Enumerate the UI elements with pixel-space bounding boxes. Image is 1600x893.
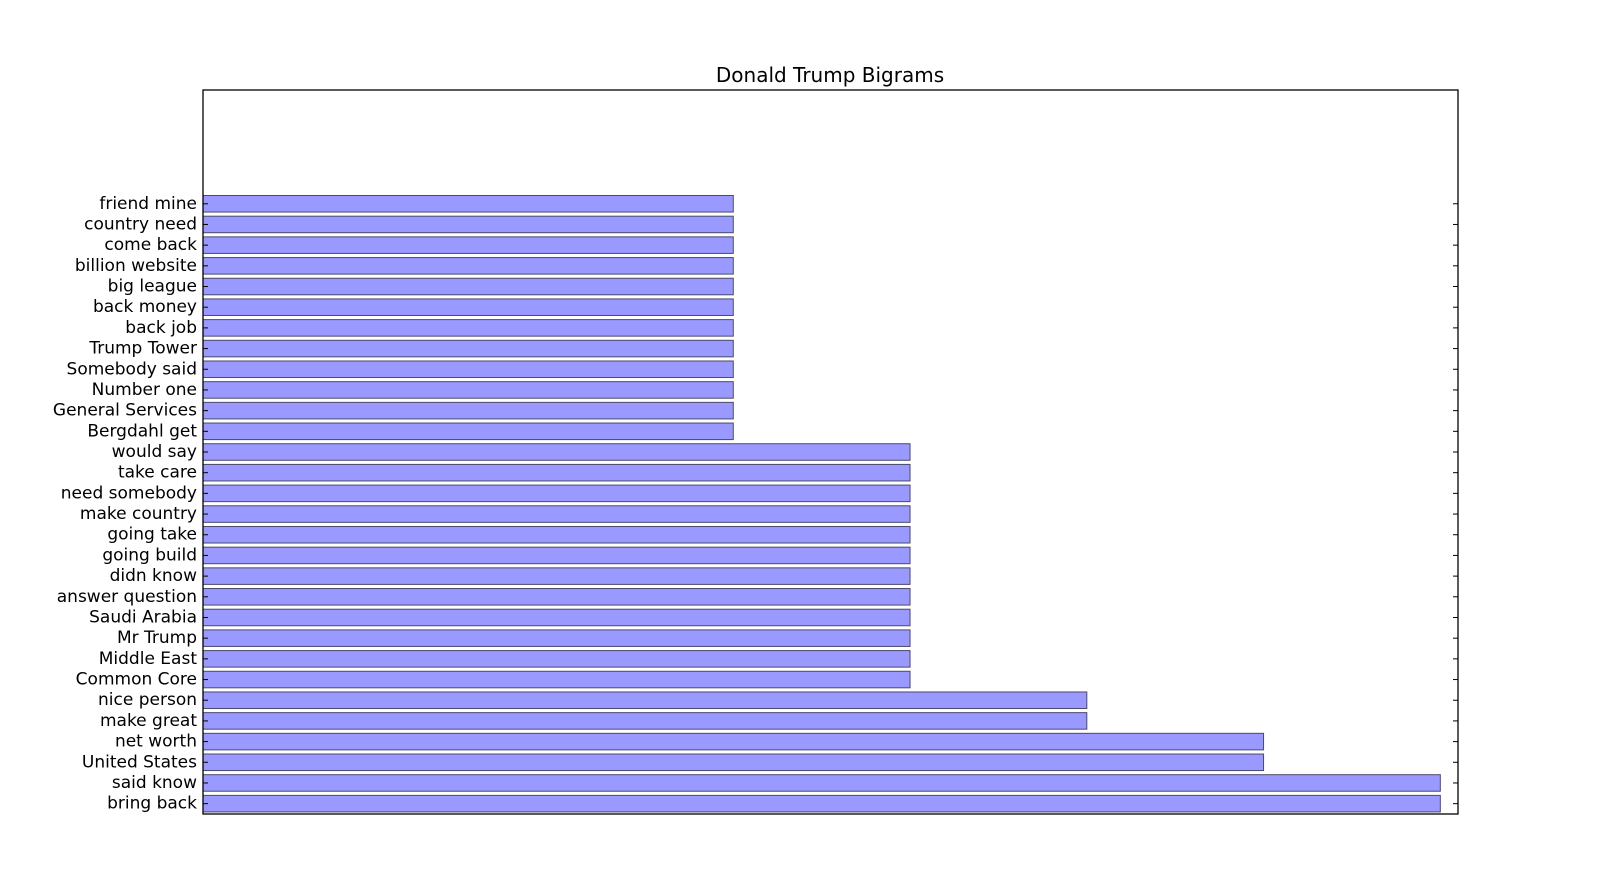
bar — [202, 608, 911, 627]
y-tick-label: Trump Tower — [88, 339, 197, 359]
y-tick-label: said know — [112, 773, 197, 793]
y-tick-label: friend mine — [99, 194, 197, 214]
bar — [202, 525, 911, 544]
bar — [202, 505, 911, 523]
y-tick-label: back money — [93, 297, 197, 317]
y-tick-label: Number one — [92, 380, 197, 400]
y-tick-label: going take — [107, 525, 197, 545]
bar — [202, 546, 911, 565]
bar — [202, 794, 1441, 813]
y-tick-label: make country — [80, 504, 197, 524]
y-axis-ticks — [203, 203, 1458, 805]
y-tick-label: need somebody — [61, 483, 197, 503]
y-tick-label: bring back — [107, 794, 197, 814]
bar — [202, 360, 734, 379]
y-tick-label: Common Core — [76, 670, 197, 690]
y-tick-label: back job — [125, 318, 197, 338]
y-tick-label: make great — [100, 711, 197, 731]
bar — [202, 567, 911, 585]
bar — [202, 463, 911, 482]
y-tick-label: Somebody said — [67, 359, 197, 379]
bar — [202, 691, 1088, 710]
bar — [202, 774, 1441, 792]
bar — [202, 629, 911, 647]
bar — [202, 732, 1265, 751]
bar — [202, 339, 734, 358]
bar — [202, 277, 734, 296]
y-tick-label: General Services — [53, 401, 197, 421]
plot-frame — [202, 89, 1459, 815]
bar — [202, 236, 734, 254]
bar — [202, 588, 911, 606]
y-tick-label: Saudi Arabia — [89, 607, 197, 627]
bar — [202, 215, 734, 234]
y-tick-label: Bergdahl get — [87, 421, 197, 441]
y-tick-label: take care — [118, 463, 197, 483]
bar — [202, 381, 734, 399]
bar — [202, 753, 1265, 772]
bar — [202, 670, 911, 689]
y-tick-label: billion website — [75, 256, 197, 276]
y-tick-label: answer question — [57, 587, 197, 607]
y-tick-label: would say — [112, 442, 197, 462]
bar — [202, 194, 734, 213]
bar — [202, 257, 734, 275]
y-tick-label: country need — [84, 214, 197, 234]
y-tick-label: United States — [82, 752, 197, 772]
y-tick-label: big league — [108, 277, 197, 297]
y-tick-label: net worth — [115, 732, 197, 752]
bars-layer — [202, 194, 1441, 813]
chart-title: Donald Trump Bigrams — [716, 63, 944, 87]
y-tick-label: come back — [104, 235, 197, 255]
bar — [202, 422, 734, 441]
y-tick-label: nice person — [98, 690, 197, 710]
bar — [202, 650, 911, 668]
bar — [202, 443, 911, 461]
y-tick-label: going build — [102, 545, 197, 565]
y-tick-label: didn know — [110, 566, 198, 586]
bar — [202, 401, 734, 420]
bar — [202, 298, 734, 316]
bar — [202, 712, 1088, 730]
y-tick-label: Mr Trump — [117, 628, 197, 648]
bar — [202, 484, 911, 503]
y-tick-label: Middle East — [99, 649, 198, 669]
bar — [202, 319, 734, 337]
